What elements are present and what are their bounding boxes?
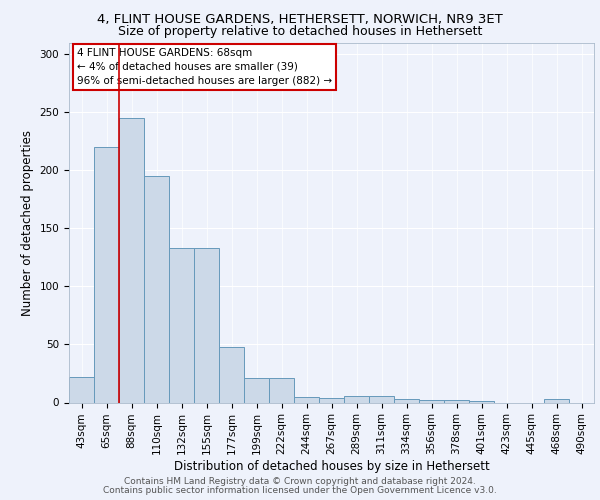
- Bar: [419, 400, 444, 402]
- Bar: [144, 176, 169, 402]
- Text: Contains HM Land Registry data © Crown copyright and database right 2024.: Contains HM Land Registry data © Crown c…: [124, 477, 476, 486]
- Bar: [294, 396, 319, 402]
- X-axis label: Distribution of detached houses by size in Hethersett: Distribution of detached houses by size …: [173, 460, 490, 473]
- Bar: [194, 248, 219, 402]
- Bar: [119, 118, 144, 403]
- Text: Size of property relative to detached houses in Hethersett: Size of property relative to detached ho…: [118, 25, 482, 38]
- Bar: [394, 399, 419, 402]
- Text: 4, FLINT HOUSE GARDENS, HETHERSETT, NORWICH, NR9 3ET: 4, FLINT HOUSE GARDENS, HETHERSETT, NORW…: [97, 12, 503, 26]
- Bar: [444, 400, 469, 402]
- Bar: [319, 398, 344, 402]
- Bar: [94, 147, 119, 403]
- Bar: [169, 248, 194, 402]
- Bar: [219, 347, 244, 403]
- Text: Contains public sector information licensed under the Open Government Licence v3: Contains public sector information licen…: [103, 486, 497, 495]
- Bar: [544, 399, 569, 402]
- Bar: [369, 396, 394, 402]
- Bar: [244, 378, 269, 402]
- Bar: [344, 396, 369, 402]
- Bar: [69, 377, 94, 402]
- Text: 4 FLINT HOUSE GARDENS: 68sqm
← 4% of detached houses are smaller (39)
96% of sem: 4 FLINT HOUSE GARDENS: 68sqm ← 4% of det…: [77, 48, 332, 86]
- Bar: [269, 378, 294, 402]
- Y-axis label: Number of detached properties: Number of detached properties: [21, 130, 34, 316]
